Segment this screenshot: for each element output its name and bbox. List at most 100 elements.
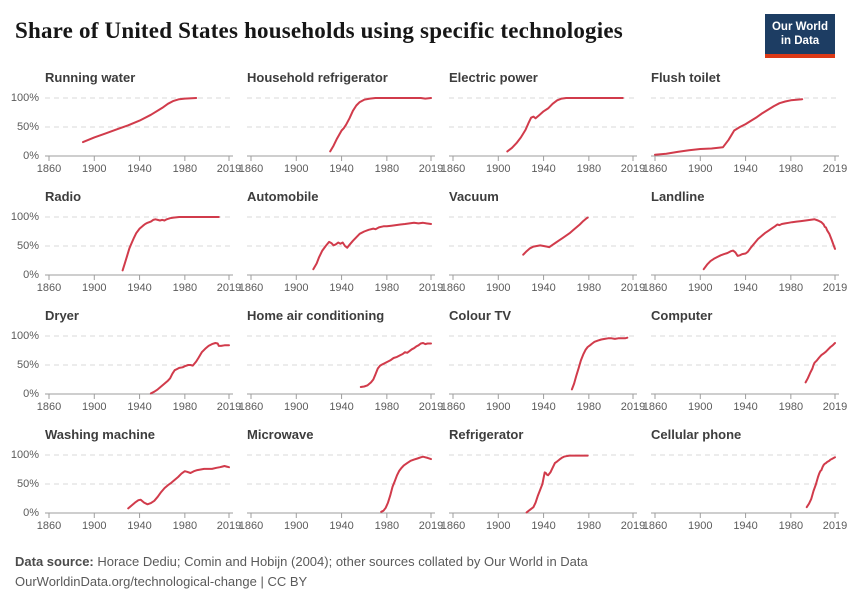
x-tick-label: 1940: [329, 282, 353, 294]
x-tick-label: 1860: [37, 282, 61, 294]
x-tick-label: 1980: [577, 401, 601, 413]
plot-area: 1860 1900 1940 1980 2019: [643, 454, 847, 532]
plot-area: 1860 1900 1940 1980 2019: [441, 335, 645, 413]
x-tick-label: 1940: [531, 520, 555, 532]
x-tick-label: 1980: [577, 163, 601, 175]
y-tick-label: 0%: [23, 506, 39, 519]
x-tick-label: 1940: [733, 520, 757, 532]
footer-link: OurWorldinData.org/technological-change …: [15, 573, 308, 589]
x-tick-label: 2019: [823, 520, 847, 532]
series-line: [329, 96, 432, 152]
x-tick-label: 1980: [375, 282, 399, 294]
owid-logo-line2: in Data: [780, 34, 820, 47]
x-tick-label: 1900: [486, 282, 510, 294]
x-tick-label: 1860: [37, 520, 61, 532]
x-tick-label: 2019: [823, 401, 847, 413]
x-tick-label: 1860: [239, 282, 263, 294]
series-line: [570, 336, 629, 390]
x-tick-label: 1860: [37, 401, 61, 413]
x-tick-label: 1940: [127, 401, 151, 413]
y-tick-label: 100%: [10, 448, 39, 461]
series-line: [82, 96, 198, 143]
footer: Data source: Horace Dediu; Comin and Hob…: [15, 552, 839, 592]
plot-area: 1860 1900 1940 1980 2019: [239, 454, 443, 532]
header: Share of United States households using …: [15, 14, 835, 58]
x-tick-label: 2019: [823, 163, 847, 175]
x-tick-label: 1940: [531, 401, 555, 413]
x-tick-label: 1900: [284, 401, 308, 413]
x-tick-label: 2019: [419, 520, 443, 532]
subplot-title: Refrigerator: [449, 426, 524, 442]
x-tick-label: 2019: [621, 520, 645, 532]
x-tick-label: 1980: [173, 163, 197, 175]
x-tick-label: 1940: [329, 163, 353, 175]
x-tick-label: 1860: [441, 401, 465, 413]
x-tick-label: 1900: [82, 401, 106, 413]
x-tick-label: 1980: [779, 520, 803, 532]
x-tick-label: 1860: [239, 401, 263, 413]
y-tick-label: 100%: [10, 329, 39, 342]
series-line: [654, 97, 804, 156]
y-tick-label: 100%: [10, 91, 39, 104]
subplot-title: Home air conditioning: [247, 307, 385, 323]
x-tick-label: 1940: [329, 401, 353, 413]
subplot-title: Running water: [45, 69, 136, 85]
subplot-title: Electric power: [449, 69, 538, 85]
x-tick-label: 1900: [82, 520, 106, 532]
x-tick-label: 1980: [375, 163, 399, 175]
y-axis-labels: 100% 50% 0%: [11, 209, 45, 297]
subplot-title: Landline: [651, 188, 705, 204]
owid-logo: Our World in Data: [765, 14, 835, 58]
y-tick-label: 100%: [10, 210, 39, 223]
series-line: [506, 96, 624, 152]
x-tick-label: 2019: [419, 163, 443, 175]
x-tick-label: 1940: [733, 282, 757, 294]
y-tick-label: 0%: [23, 268, 39, 281]
plot-area: 1860 1900 1940 1980 2019: [441, 96, 645, 175]
subplot-title: Radio: [45, 188, 82, 204]
subplot-landline: Landline 1860 1900 1940 1980 2019: [643, 188, 847, 297]
y-tick-label: 50%: [16, 120, 39, 133]
x-tick-label: 1900: [284, 163, 308, 175]
x-tick-label: 1900: [82, 163, 106, 175]
x-tick-label: 2019: [621, 163, 645, 175]
subplot-microwave: Microwave 1860 1900 1940 1980 2019: [239, 427, 443, 535]
subplot-title: Cellular phone: [651, 426, 742, 442]
x-tick-label: 1980: [779, 401, 803, 413]
x-tick-label: 2019: [621, 282, 645, 294]
plot-area: 1860 1900 1940 1980 2019: [643, 335, 847, 413]
x-tick-label: 2019: [823, 282, 847, 294]
x-tick-label: 1860: [441, 282, 465, 294]
x-tick-label: 1900: [486, 401, 510, 413]
x-tick-label: 2019: [217, 163, 241, 175]
plot-area: 1860 1900 1940 1980 2019: [37, 335, 241, 413]
series-line: [359, 341, 432, 388]
x-tick-label: 1980: [375, 520, 399, 532]
subplot-cellular-phone: Cellular phone 1860 1900 1940 1980 2019: [643, 426, 847, 535]
subplot-title: Household refrigerator: [247, 69, 388, 85]
plot-area: 1860 1900 1940 1980 2019: [441, 454, 645, 532]
subplot-running-water: Running water 100% 50% 0% 1860 1900 1940 1980 20…: [11, 69, 241, 178]
subplot-home-air-conditioning: Home air conditioning 1860 1900 1940 1980 201…: [239, 307, 443, 416]
plot-area: 1860 1900 1940 1980 2019: [37, 215, 241, 294]
charts-grid: Running water 100% 50% 0% 1860 1900 1940 1980 20…: [11, 69, 847, 535]
plot-area: 1860 1900 1940 1980 2019: [441, 216, 645, 294]
series-line: [702, 217, 836, 270]
x-tick-label: 1980: [375, 401, 399, 413]
x-tick-label: 1940: [531, 282, 555, 294]
x-tick-label: 1900: [688, 401, 712, 413]
x-tick-label: 2019: [419, 282, 443, 294]
x-tick-label: 1940: [127, 282, 151, 294]
x-tick-label: 1940: [127, 520, 151, 532]
series-line: [522, 216, 589, 256]
y-tick-label: 0%: [23, 149, 39, 162]
series-line: [804, 341, 836, 383]
x-tick-label: 1980: [173, 401, 197, 413]
x-tick-label: 1940: [329, 520, 353, 532]
x-tick-label: 2019: [217, 401, 241, 413]
series-line: [805, 455, 836, 508]
plot-area: 1860 1900 1940 1980 2019: [37, 454, 241, 532]
page-title: Share of United States households using …: [15, 18, 623, 43]
x-tick-label: 2019: [217, 282, 241, 294]
y-tick-label: 50%: [16, 239, 39, 252]
